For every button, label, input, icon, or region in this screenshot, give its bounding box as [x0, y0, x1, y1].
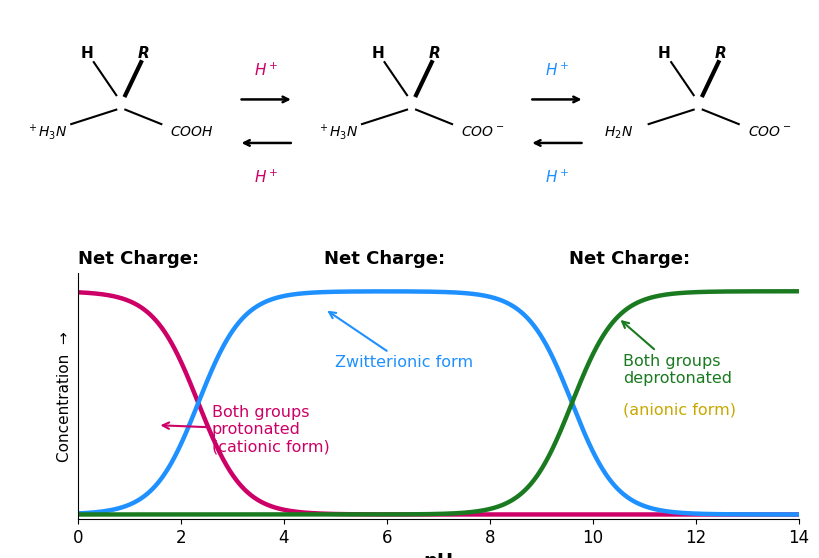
Text: H: H [371, 46, 384, 61]
Text: $H_2N$: $H_2N$ [604, 124, 632, 141]
Text: $^+H_3N$: $^+H_3N$ [317, 123, 359, 142]
Text: H: H [80, 46, 93, 61]
Text: $H^+$: $H^+$ [254, 62, 278, 79]
Text: $H^+$: $H^+$ [545, 62, 569, 79]
Text: Zwitterionic form: Zwitterionic form [329, 312, 473, 370]
Text: Both groups
deprotonated: Both groups deprotonated [622, 321, 732, 386]
Text: $^+H_3N$: $^+H_3N$ [26, 123, 68, 142]
Y-axis label: Concentration  →: Concentration → [57, 331, 72, 461]
Text: Net Charge:: Net Charge: [78, 251, 199, 268]
Text: Net Charge:: Net Charge: [569, 251, 690, 268]
Text: $H^+$: $H^+$ [545, 169, 569, 186]
Text: $COO^-$: $COO^-$ [461, 126, 505, 140]
Text: Both groups
protonated
(cationic form): Both groups protonated (cationic form) [163, 405, 329, 455]
Text: R: R [428, 46, 440, 61]
Text: $COOH$: $COOH$ [170, 126, 214, 140]
Text: $COO^-$: $COO^-$ [748, 126, 791, 140]
Text: (anionic form): (anionic form) [623, 403, 736, 418]
Text: Net Charge:: Net Charge: [324, 251, 445, 268]
Text: R: R [715, 46, 726, 61]
Text: H: H [658, 46, 671, 61]
X-axis label: pH: pH [423, 552, 453, 558]
Text: R: R [138, 46, 149, 61]
Text: $H^+$: $H^+$ [254, 169, 278, 186]
